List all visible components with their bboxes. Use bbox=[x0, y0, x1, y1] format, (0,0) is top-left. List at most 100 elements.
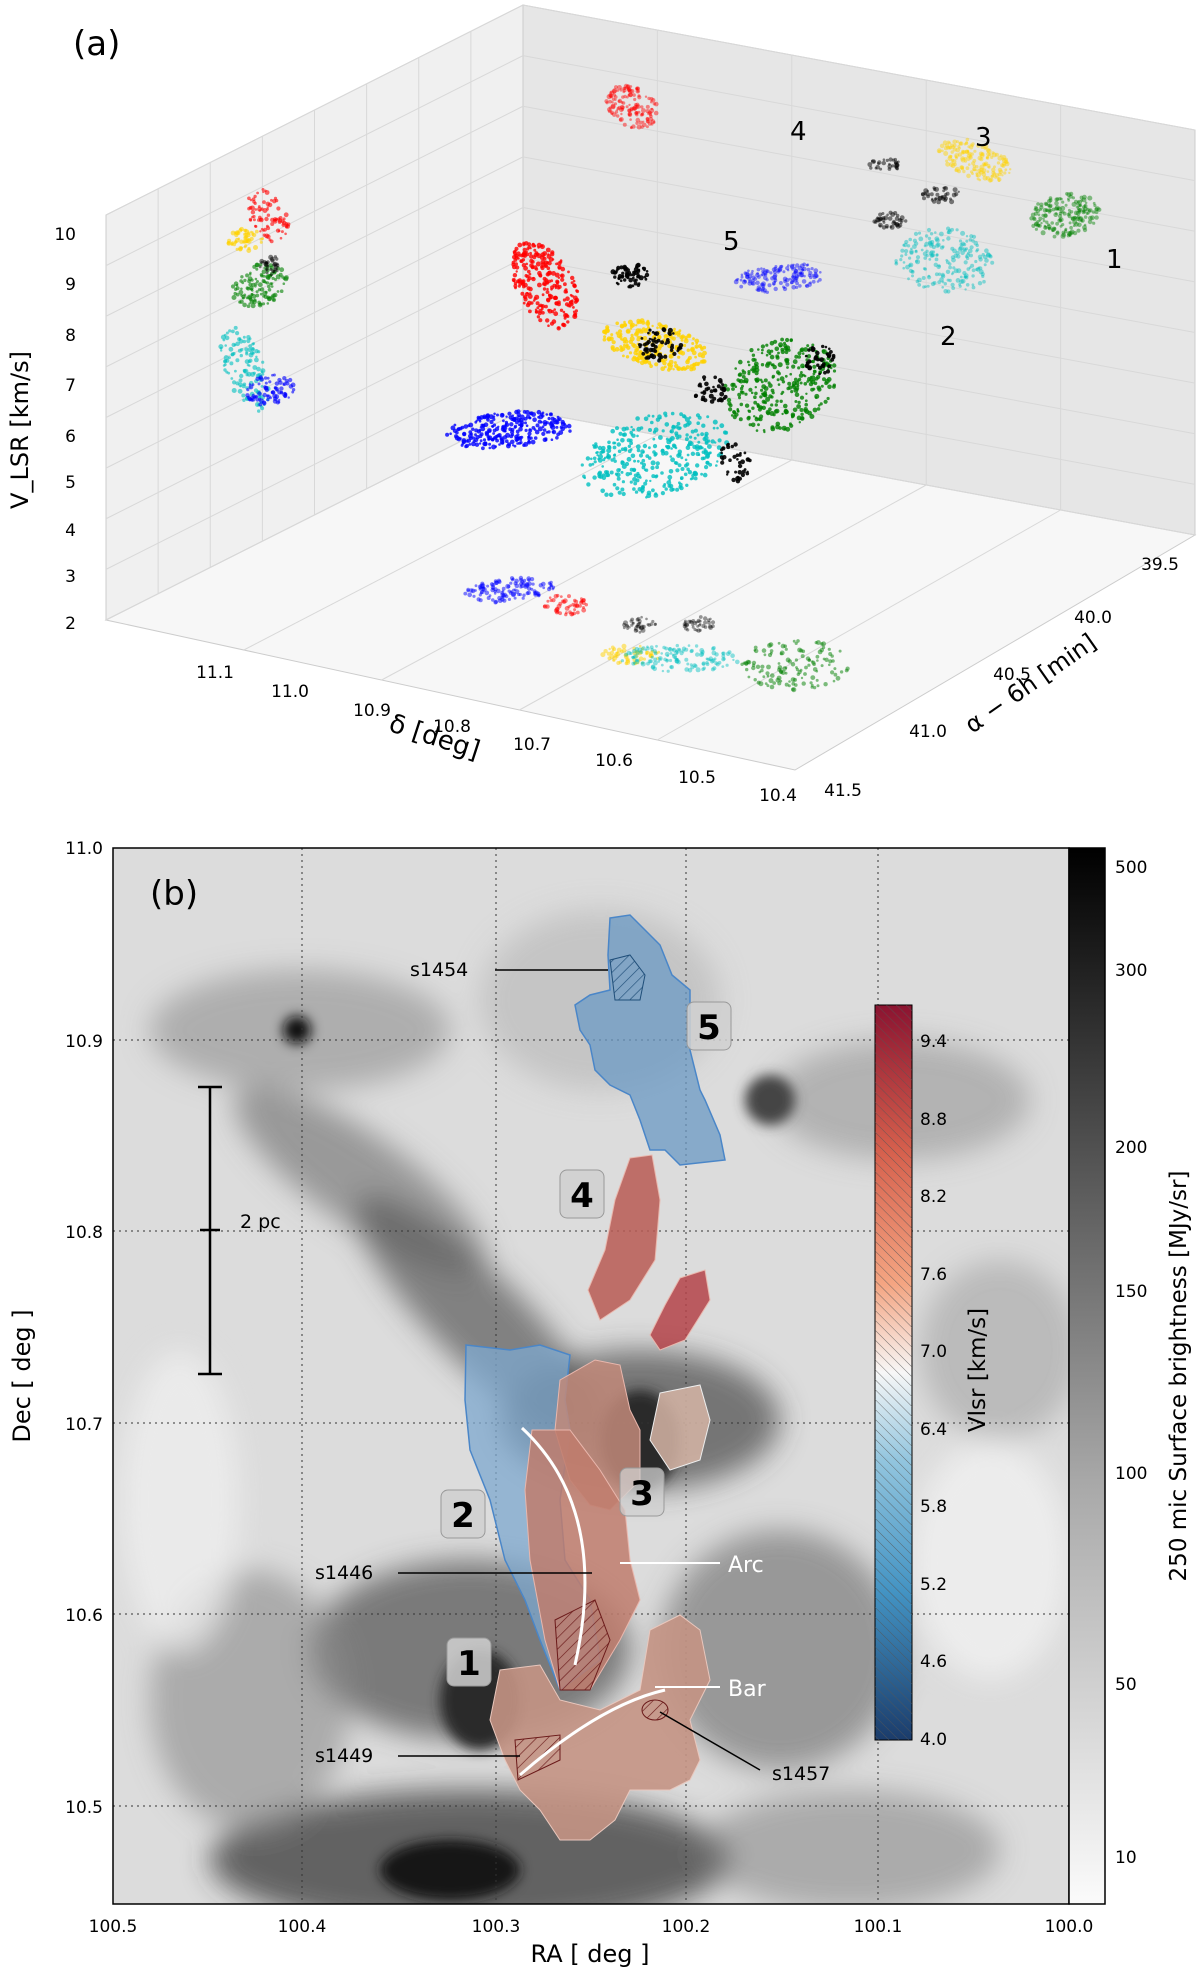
scatter-point bbox=[460, 425, 465, 430]
scatter-point bbox=[753, 415, 756, 418]
scatter-point bbox=[481, 446, 485, 451]
scatter-point bbox=[741, 369, 745, 372]
scatter-point bbox=[671, 443, 676, 448]
scatter-point bbox=[556, 326, 561, 331]
scatter-point bbox=[878, 212, 883, 217]
grid-3d bbox=[105, 4, 1196, 741]
region-4-contour bbox=[649, 1269, 711, 1351]
scatter-point bbox=[507, 597, 511, 602]
region-label-3: 3 bbox=[630, 1474, 654, 1514]
scatter-point bbox=[963, 157, 967, 160]
scatter-point bbox=[648, 659, 653, 664]
scatter-point bbox=[509, 422, 514, 427]
scatter-point bbox=[635, 478, 640, 483]
scatter-point bbox=[1034, 205, 1038, 210]
scatter-point bbox=[795, 666, 798, 669]
scatter-point bbox=[816, 407, 821, 411]
scatter-cluster bbox=[622, 615, 657, 634]
vlsr-tick: 6.4 bbox=[920, 1420, 947, 1440]
scatter-point bbox=[637, 360, 640, 364]
scatter-point bbox=[917, 277, 922, 283]
brightness-colorbar bbox=[1068, 847, 1106, 1905]
cluster-label-2: 2 bbox=[940, 322, 957, 352]
scatter-point bbox=[250, 351, 254, 355]
scatter-point bbox=[799, 395, 805, 400]
scatter-point bbox=[743, 279, 746, 282]
scatter-point bbox=[624, 344, 629, 349]
scatter-point bbox=[894, 259, 898, 263]
scatter-point bbox=[751, 353, 756, 357]
scatter-point bbox=[646, 645, 649, 649]
scatter-point bbox=[726, 470, 730, 474]
scatter-point bbox=[716, 384, 721, 389]
scatter-point bbox=[785, 282, 790, 287]
scatter-point bbox=[941, 286, 944, 289]
scatter-point bbox=[525, 302, 531, 308]
scatter-point bbox=[801, 279, 807, 284]
scatter-point bbox=[684, 437, 689, 442]
scatter-point bbox=[252, 218, 256, 222]
scatter-point bbox=[701, 450, 705, 454]
scatter-point bbox=[631, 124, 636, 129]
scatter-point bbox=[821, 349, 826, 353]
scatter-point bbox=[612, 482, 617, 487]
scatter-point bbox=[953, 268, 959, 274]
scatter-point bbox=[984, 258, 989, 263]
scatter-point bbox=[920, 248, 924, 252]
scatter-point bbox=[996, 161, 1001, 165]
scatter-point bbox=[978, 266, 983, 271]
scatter-point bbox=[266, 394, 270, 398]
scatter-point bbox=[545, 421, 549, 425]
scatter-point bbox=[978, 170, 984, 175]
scatter-cluster bbox=[740, 639, 850, 693]
scatter-point bbox=[1066, 231, 1072, 236]
scatter-point bbox=[677, 463, 682, 468]
scatter-point bbox=[758, 670, 762, 674]
scatter-point bbox=[909, 249, 914, 254]
scatter-point bbox=[706, 415, 710, 419]
scatter-point bbox=[1083, 206, 1088, 212]
scatter-point bbox=[254, 224, 257, 228]
scatter-point bbox=[747, 409, 750, 412]
scatter-point bbox=[958, 239, 963, 243]
scatter-point bbox=[461, 441, 465, 445]
scatter-point bbox=[640, 112, 645, 117]
scatter-point bbox=[776, 370, 780, 375]
brightness-tick: 150 bbox=[1115, 1282, 1147, 1302]
scatter-point bbox=[638, 630, 642, 634]
scatter-point bbox=[795, 279, 799, 282]
brightness-tick: 500 bbox=[1115, 858, 1147, 878]
scatter-point bbox=[935, 253, 939, 257]
scatter-cluster bbox=[920, 186, 960, 205]
scatter-point bbox=[986, 155, 990, 159]
scatter-point bbox=[822, 377, 826, 382]
scatter-point bbox=[479, 439, 483, 443]
scatter-clusters bbox=[218, 83, 1102, 693]
scatter-point bbox=[777, 266, 783, 272]
scatter-point bbox=[525, 410, 530, 415]
scatter-point bbox=[671, 647, 677, 653]
scatter-point bbox=[670, 343, 674, 347]
scatter-point bbox=[619, 117, 624, 122]
scatter-point bbox=[963, 275, 967, 279]
scatter-point bbox=[557, 266, 561, 270]
scatter-point bbox=[696, 624, 700, 628]
scatter-point bbox=[542, 287, 547, 291]
scatter-point bbox=[510, 439, 515, 445]
scatter-point bbox=[684, 626, 688, 631]
scatter-point bbox=[597, 458, 603, 463]
scatter-point bbox=[615, 331, 619, 335]
scatter-point bbox=[720, 460, 725, 465]
scatter-point bbox=[710, 439, 715, 444]
scatter-point bbox=[610, 103, 616, 109]
scatter-point bbox=[1072, 230, 1078, 236]
scatter-point bbox=[745, 667, 749, 672]
scatter-point bbox=[685, 365, 690, 370]
scatter-point bbox=[963, 275, 968, 279]
scatter-point bbox=[736, 458, 739, 461]
scatter-point bbox=[633, 459, 637, 463]
scatter-point bbox=[547, 308, 551, 312]
scatter-point bbox=[282, 382, 287, 386]
scatter-point bbox=[504, 594, 509, 599]
scatter-point bbox=[960, 157, 966, 163]
